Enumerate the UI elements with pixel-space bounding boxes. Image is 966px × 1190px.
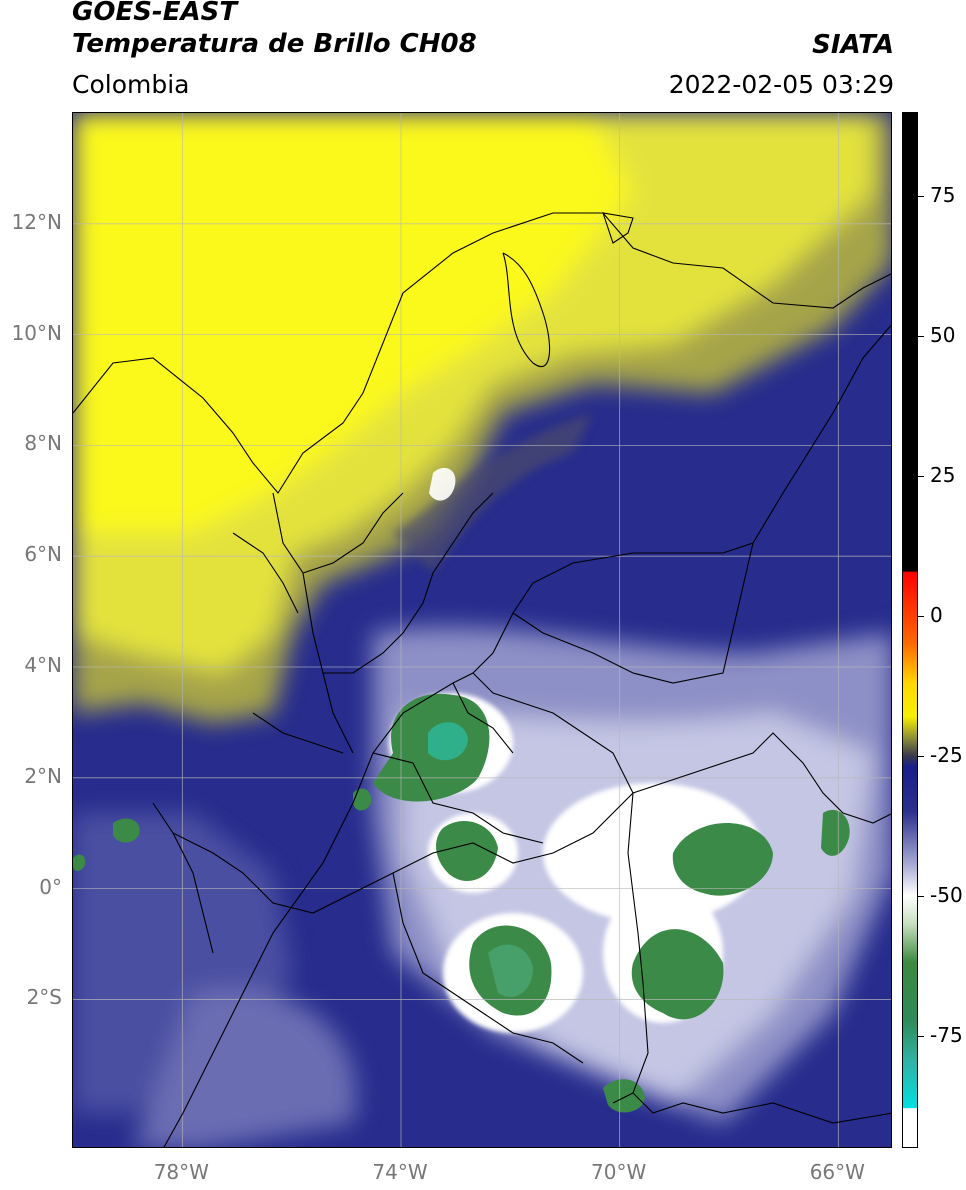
colorbar-tick-label: 0 bbox=[930, 603, 943, 627]
lat-tick-label: 2°N bbox=[24, 763, 62, 788]
lon-tick-label: 66°W bbox=[809, 1160, 865, 1184]
satellite-title: GOES-EAST bbox=[72, 0, 238, 27]
dry-air-region bbox=[73, 113, 891, 723]
lat-tick-label: 8°N bbox=[24, 431, 62, 456]
colorbar-tick bbox=[918, 476, 924, 477]
lat-tick-label: 6°N bbox=[24, 542, 62, 567]
lat-tick-label: 2°S bbox=[26, 985, 62, 1010]
coastlines-and-borders bbox=[73, 212, 891, 1147]
colorbar-tick bbox=[918, 756, 924, 757]
colorbar-tick-label: -50 bbox=[930, 883, 963, 907]
colorbar-tick-label: 50 bbox=[930, 323, 956, 347]
colorbar bbox=[902, 112, 918, 1148]
lon-tick-label: 74°W bbox=[372, 1160, 428, 1184]
organization-label: SIATA bbox=[812, 30, 894, 60]
colorbar-tick bbox=[918, 336, 924, 337]
satellite-map[interactable] bbox=[72, 112, 892, 1148]
colorbar-tick bbox=[918, 196, 924, 197]
lat-tick-label: 12°N bbox=[11, 209, 62, 234]
lat-tick-label: 10°N bbox=[11, 320, 62, 345]
colorbar-tick-label: -75 bbox=[930, 1023, 963, 1047]
graticule bbox=[73, 113, 891, 1147]
lon-tick-label: 78°W bbox=[153, 1160, 209, 1184]
colorbar-tick bbox=[918, 1036, 924, 1037]
lon-tick-label: 70°W bbox=[591, 1160, 647, 1184]
product-title: Temperatura de Brillo CH08 bbox=[72, 29, 477, 59]
colorbar-tick-label: -25 bbox=[930, 743, 963, 767]
lat-tick-label: 0° bbox=[39, 874, 62, 899]
colorbar-tick-label: 25 bbox=[930, 463, 956, 487]
region-label: Colombia bbox=[72, 70, 190, 99]
brightness-temperature-field bbox=[73, 113, 891, 1147]
colorbar-tick bbox=[918, 896, 924, 897]
colorbar-tick bbox=[918, 616, 924, 617]
colorbar-tick-label: 75 bbox=[930, 183, 956, 207]
lat-tick-label: 4°N bbox=[24, 653, 62, 677]
datetime-label: 2022-02-05 03:29 bbox=[668, 70, 894, 99]
